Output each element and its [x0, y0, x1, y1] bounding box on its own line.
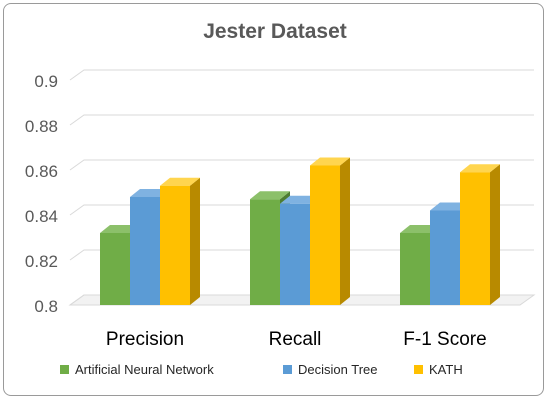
y-tick-label: 0.88 [25, 117, 58, 136]
bar [160, 185, 190, 305]
gridline [69, 249, 534, 261]
legend-item-decision-tree: Decision Tree [283, 361, 377, 377]
gridline [69, 159, 534, 171]
chart-title: Jester Dataset [203, 20, 347, 43]
bar [130, 197, 160, 305]
y-tick-label: 0.9 [34, 72, 58, 91]
bar-top [160, 177, 200, 186]
legend-swatch-ann [60, 364, 69, 374]
y-tick-label: 0.84 [25, 207, 58, 226]
x-category-label: Recall [269, 329, 322, 350]
y-tick-label: 0.82 [25, 252, 58, 271]
bar-top [310, 157, 350, 166]
bar-top [460, 164, 500, 173]
legend-swatch-kath [414, 364, 423, 374]
gridline [69, 114, 534, 126]
gridline [69, 69, 534, 81]
bar-side [340, 157, 350, 305]
bar [100, 233, 130, 305]
legend-item-ann: Artificial Neural Network [60, 361, 214, 377]
bar [430, 210, 460, 305]
bar [250, 199, 280, 305]
x-category-label: F-1 Score [403, 329, 486, 350]
legend-swatch-decision-tree [283, 364, 292, 374]
legend-label-ann: Artificial Neural Network [75, 361, 214, 377]
bar [280, 203, 310, 305]
y-tick-label: 0.8 [34, 297, 58, 316]
legend-item-kath: KATH [414, 361, 463, 377]
gridline [69, 294, 534, 306]
gridline [69, 204, 534, 216]
bar [400, 233, 430, 305]
bar-top [250, 191, 290, 200]
legend-label-decision-tree: Decision Tree [298, 361, 378, 377]
legend-label-kath: KATH [429, 361, 463, 377]
x-category-label: Precision [106, 329, 184, 350]
y-tick-label: 0.86 [25, 162, 58, 181]
bar [460, 172, 490, 305]
bar [310, 165, 340, 305]
bar-side [190, 177, 200, 305]
bar-side [490, 164, 500, 305]
